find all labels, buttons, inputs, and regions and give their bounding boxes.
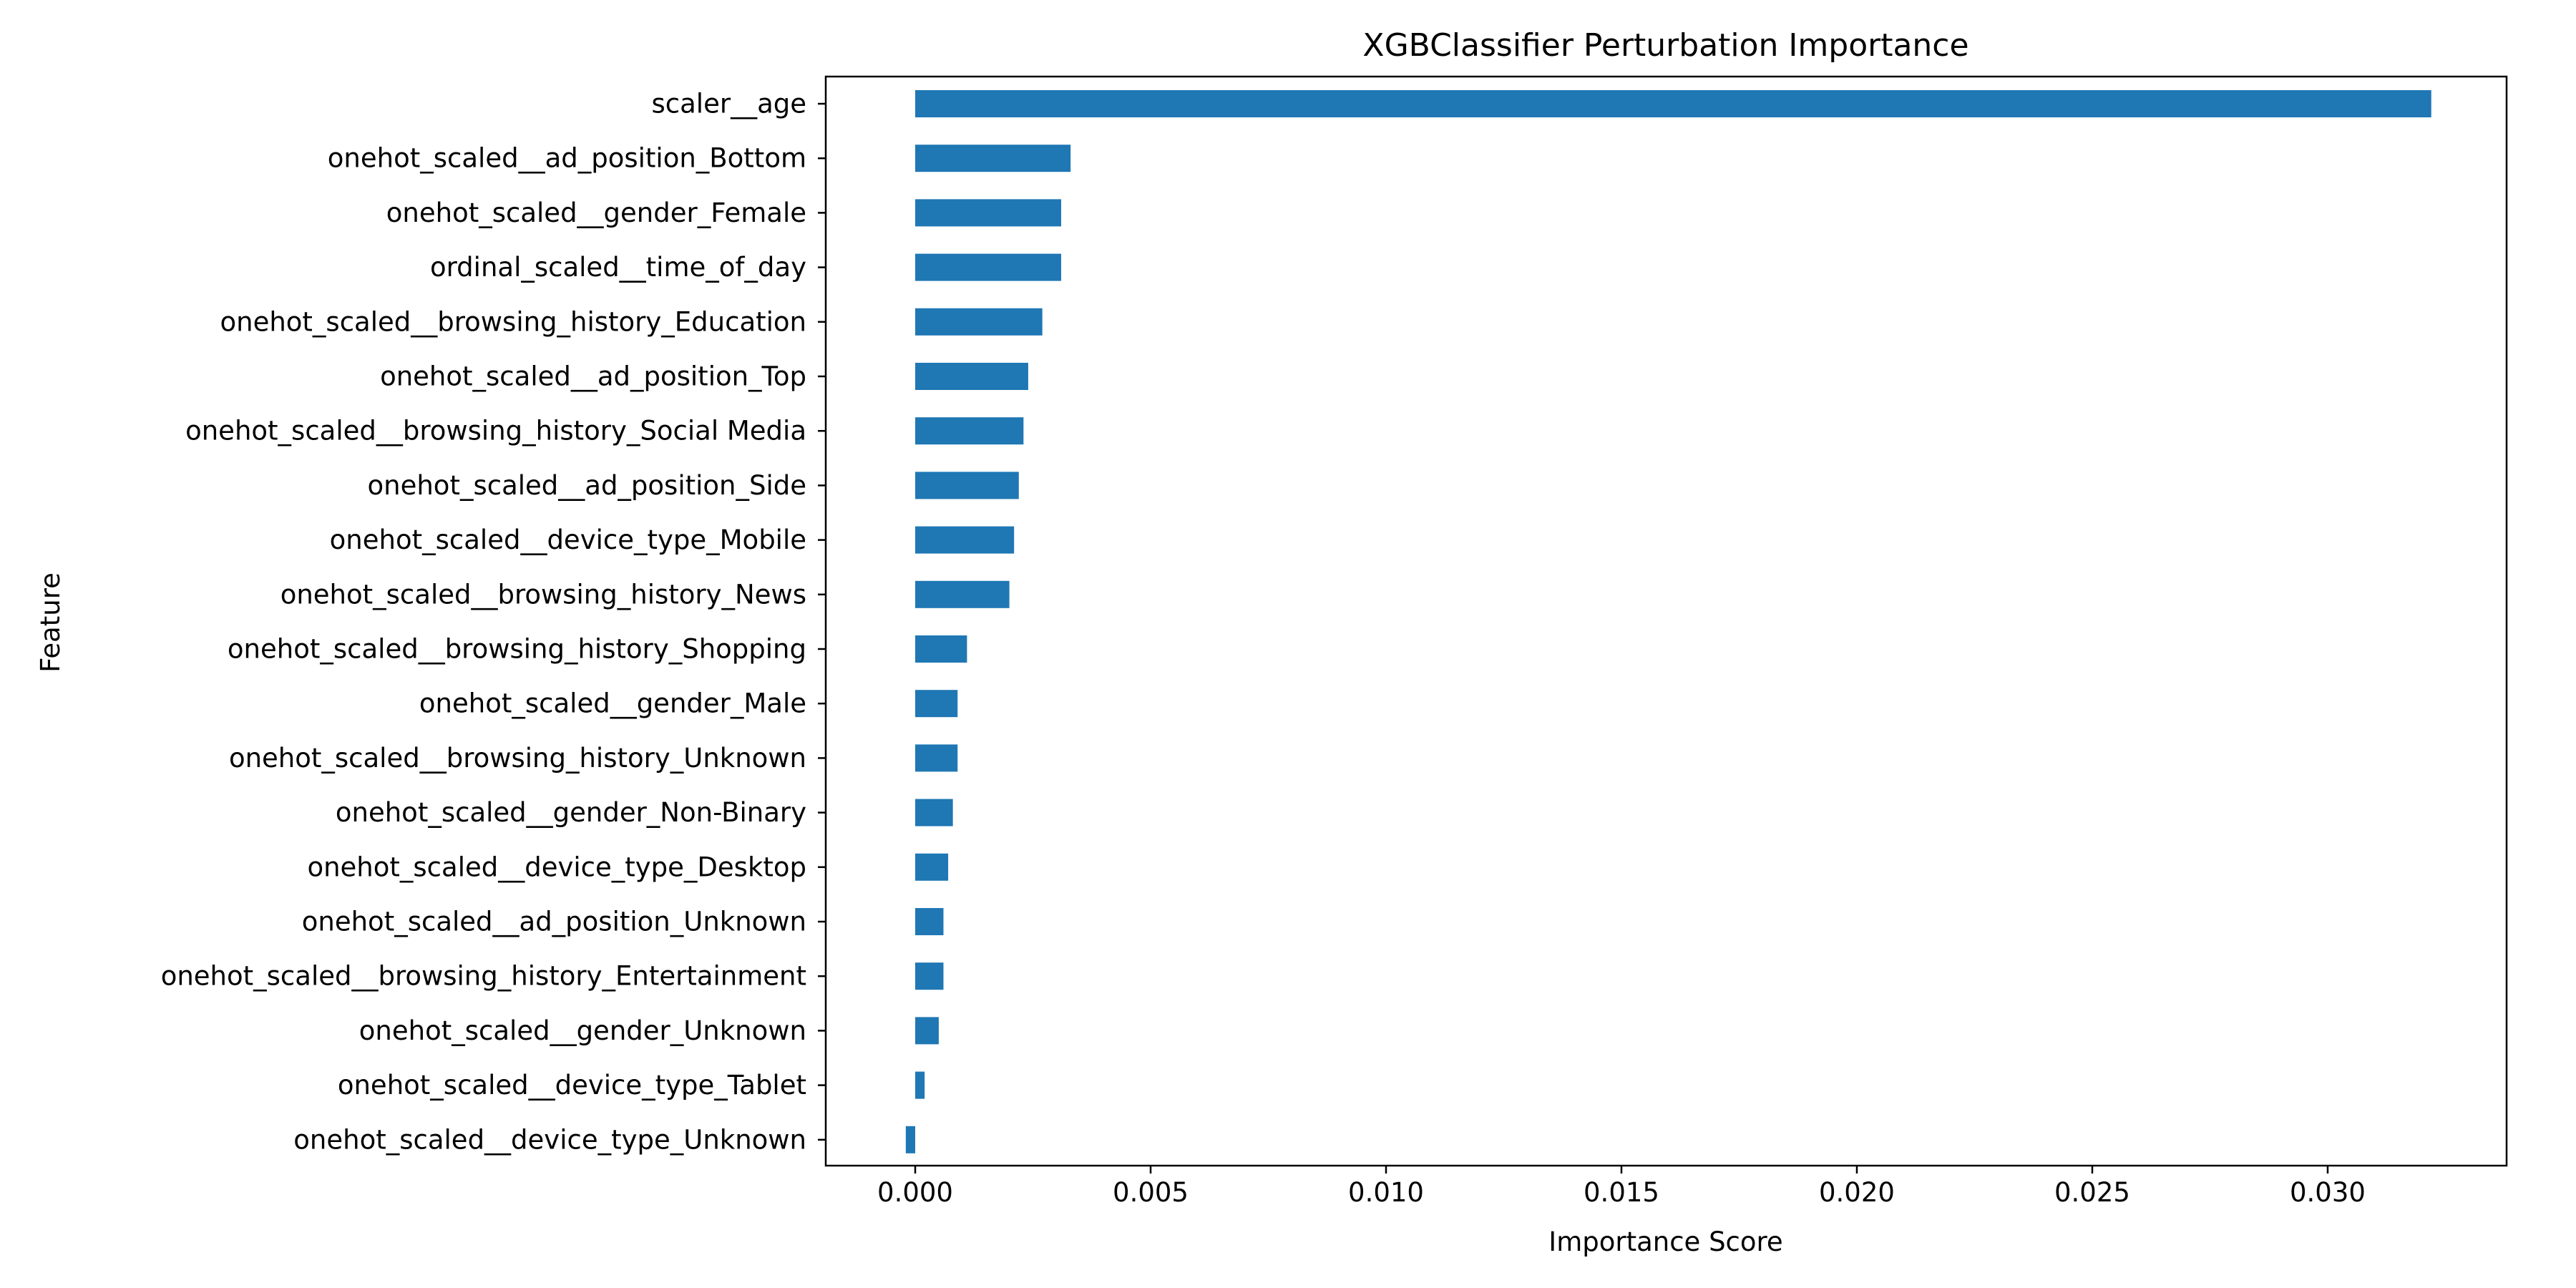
y-tick-label: onehot_scaled__gender_Male	[419, 688, 806, 719]
x-tick-label: 0.030	[2290, 1177, 2366, 1208]
bar	[915, 635, 967, 663]
y-tick-label: onehot_scaled__ad_position_Side	[368, 470, 807, 501]
y-tick-label: onehot_scaled__ad_position_Unknown	[302, 907, 806, 937]
y-tick-label: onehot_scaled__gender_Non-Binary	[336, 797, 806, 828]
y-tick-label: onehot_scaled__browsing_history_Shopping	[228, 634, 806, 665]
chart-title: XGBClassifier Perturbation Importance	[1362, 27, 1968, 64]
bar	[915, 962, 944, 990]
y-tick-label: onehot_scaled__ad_position_Top	[380, 361, 806, 392]
y-tick-label: ordinal_scaled__time_of_day	[430, 252, 806, 283]
bar	[915, 308, 1043, 336]
x-axis-label: Importance Score	[1548, 1226, 1782, 1257]
bar	[915, 690, 958, 718]
y-tick-label: scaler__age	[652, 89, 806, 119]
bar	[915, 1071, 925, 1099]
bar	[915, 799, 953, 826]
x-tick-label: 0.015	[1584, 1177, 1659, 1208]
bar	[915, 580, 1010, 608]
x-axis: 0.000 0.005 0.010 0.015 0.020 0.025 0.030	[877, 1166, 2366, 1208]
y-tick-label: onehot_scaled__device_type_Unknown	[293, 1124, 806, 1155]
y-tick-label: onehot_scaled__device_type_Mobile	[330, 525, 806, 555]
x-tick-label: 0.000	[877, 1177, 953, 1208]
bar	[915, 526, 1015, 554]
bar	[915, 472, 1019, 499]
bar	[915, 853, 949, 881]
bar	[915, 363, 1028, 390]
bars-layer	[905, 90, 2431, 1153]
bar	[915, 417, 1024, 445]
y-tick-label: onehot_scaled__gender_Unknown	[359, 1015, 806, 1046]
y-tick-label: onehot_scaled__browsing_history_Entertai…	[161, 961, 806, 992]
bar	[905, 1126, 916, 1153]
y-tick-label: onehot_scaled__device_type_Tablet	[338, 1070, 806, 1101]
x-tick-label: 0.005	[1113, 1177, 1189, 1208]
y-tick-label: onehot_scaled__device_type_Desktop	[307, 852, 806, 882]
y-tick-label: onehot_scaled__browsing_history_News	[280, 579, 806, 610]
bar	[915, 908, 944, 935]
x-tick-label: 0.025	[2054, 1177, 2130, 1208]
plot-frame	[824, 75, 2508, 1167]
y-tick-label: onehot_scaled__browsing_history_Unknown	[229, 743, 806, 774]
y-tick-label: onehot_scaled__gender_Female	[386, 197, 806, 228]
y-tick-label: onehot_scaled__browsing_history_Educatio…	[220, 306, 806, 337]
bar	[915, 145, 1071, 172]
bar	[915, 90, 2431, 117]
bar	[915, 1017, 939, 1045]
y-axis-label: Feature	[35, 572, 66, 673]
y-tick-label: onehot_scaled__browsing_history_Social M…	[185, 416, 806, 447]
bar	[915, 199, 1061, 227]
bar	[915, 253, 1061, 281]
x-tick-label: 0.010	[1348, 1177, 1424, 1208]
y-tick-label: onehot_scaled__ad_position_Bottom	[328, 143, 806, 174]
bar	[915, 744, 958, 772]
x-tick-label: 0.020	[1819, 1177, 1895, 1208]
y-axis: scaler__age onehot_scaled__ad_position_Bo…	[161, 89, 826, 1155]
